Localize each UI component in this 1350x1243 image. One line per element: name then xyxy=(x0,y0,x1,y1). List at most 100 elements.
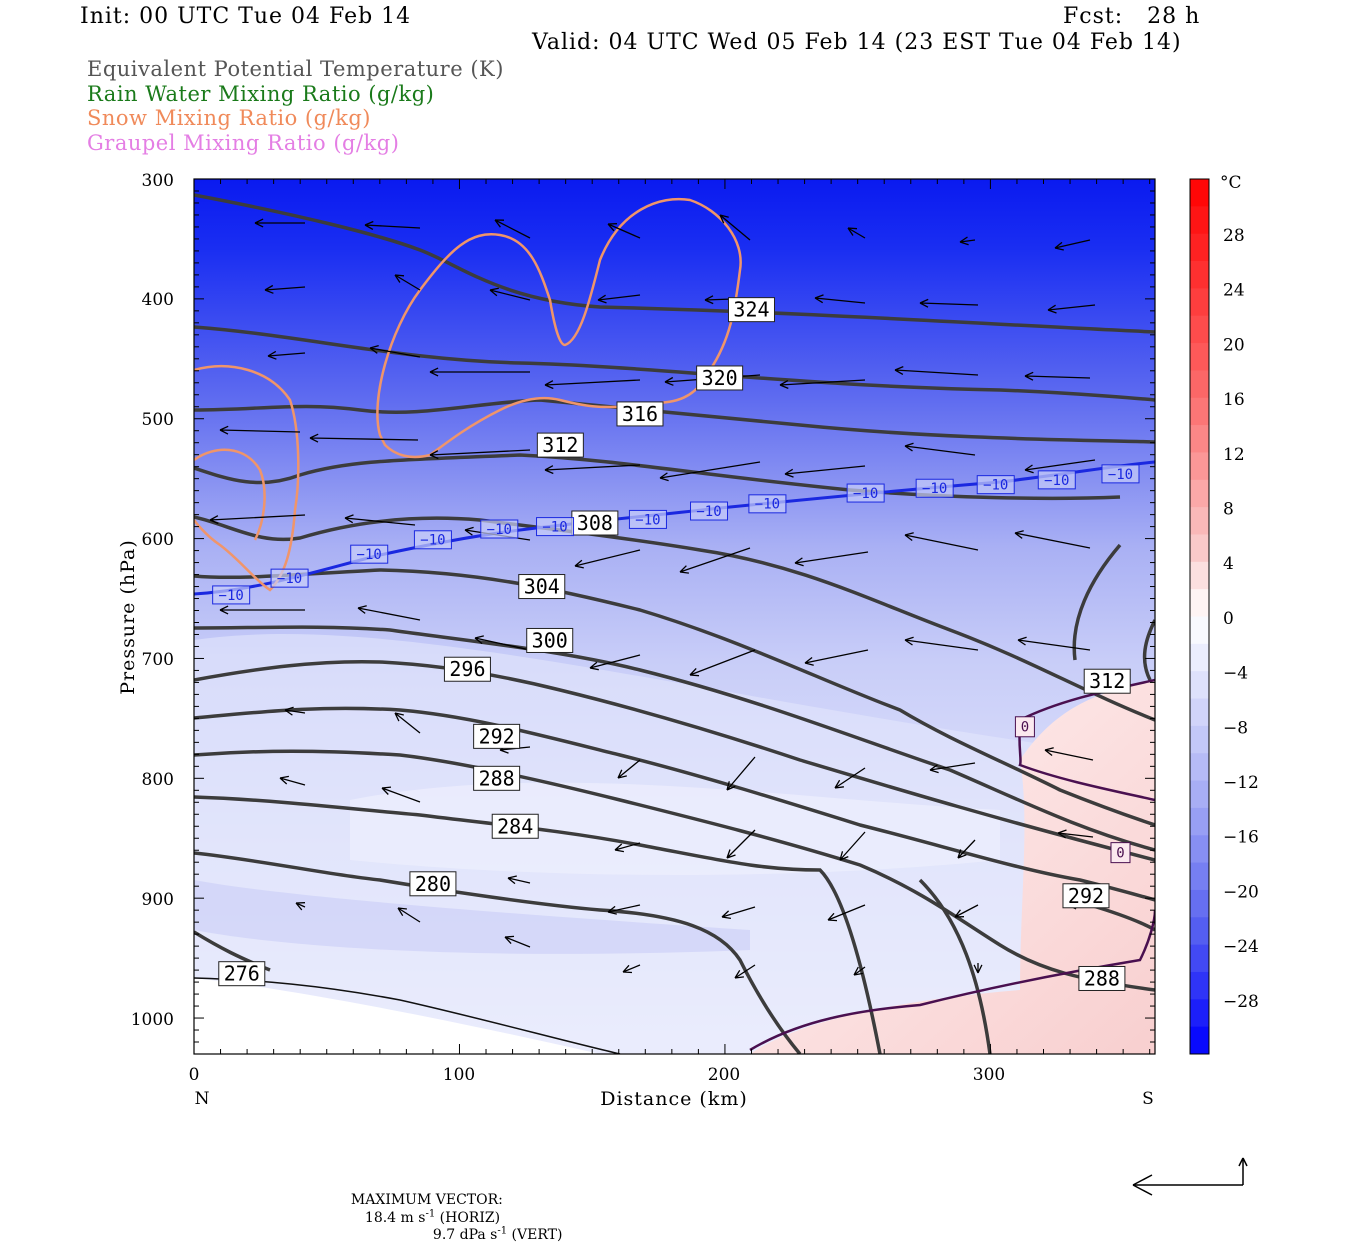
colorbar-label: 20 xyxy=(1223,335,1245,355)
freezing-line xyxy=(749,678,1155,1052)
wind-arrow xyxy=(847,227,866,239)
wind-arrow xyxy=(504,935,531,948)
max-horiz-suffix: (HORIZ) xyxy=(435,1209,501,1226)
isotherm-label-box xyxy=(413,530,452,550)
theta-e-label-text: 288 xyxy=(1084,966,1120,990)
colorbar-cell xyxy=(1190,479,1209,508)
colorbar-cell xyxy=(1190,370,1209,399)
wind-arrow xyxy=(659,461,761,482)
isotherm-label-box xyxy=(976,475,1015,495)
colorbar-cell xyxy=(1190,397,1209,426)
colorbar-label: 28 xyxy=(1223,226,1245,246)
isotherm-label-box xyxy=(1101,464,1140,484)
wind-arrow xyxy=(219,605,305,615)
theta-e-label: 300 xyxy=(526,627,574,653)
y-tick-900: 900 xyxy=(142,890,174,910)
isotherm-label-text: −10 xyxy=(219,588,244,604)
colorbar-cell xyxy=(1190,917,1209,946)
theta-e-label-text: 296 xyxy=(449,657,485,681)
wind-arrow xyxy=(397,907,421,923)
theta-e-label-box xyxy=(473,765,521,791)
isotherm-label: −10 xyxy=(212,585,251,605)
theta-e-label-box xyxy=(218,961,266,987)
x-tick-0: 0 xyxy=(189,1065,200,1085)
x-tick-300: 300 xyxy=(973,1065,1005,1085)
theta-e-label-box xyxy=(1083,668,1131,694)
colorbar-unit: °C xyxy=(1220,173,1242,193)
y-tick-1000: 1000 xyxy=(131,1010,174,1030)
wind-vectors xyxy=(209,214,1096,979)
colorbar-cell xyxy=(1190,698,1209,727)
y-axis-tick-labels: 300 400 500 600 700 800 900 1000 xyxy=(131,171,174,1030)
isotherm-label: −10 xyxy=(270,568,309,588)
freezing-label-text: 0 xyxy=(1021,720,1029,736)
wind-arrow xyxy=(1047,304,1096,314)
theta-e-label: 312 xyxy=(1083,668,1131,694)
theta-e-label: 288 xyxy=(473,765,521,791)
theta-e-label-box xyxy=(1062,883,1110,909)
isotherm-label-text: −10 xyxy=(277,571,302,587)
wind-arrow xyxy=(574,549,641,569)
wind-arrow xyxy=(779,379,866,390)
colorbar-cell xyxy=(1190,999,1209,1028)
theta-e-label-box xyxy=(409,871,457,897)
isotherm-label-text: −10 xyxy=(853,486,878,502)
colorbar-label: −4 xyxy=(1223,664,1248,684)
wind-arrow xyxy=(489,287,531,301)
wind-arrow xyxy=(494,219,531,239)
isotherm-label-text: −10 xyxy=(1044,473,1069,489)
isotherm-label: −10 xyxy=(480,519,519,539)
isotherm-label-box xyxy=(628,509,667,529)
legend-theta-e: Equivalent Potential Temperature (K) xyxy=(87,57,504,81)
y-tick-600: 600 xyxy=(142,530,174,550)
wind-arrow xyxy=(957,839,976,859)
theta-e-label-box xyxy=(443,656,491,682)
wind-arrow xyxy=(954,904,979,918)
wind-arrow xyxy=(309,433,419,443)
max-vert-value: 9.7 dPa s xyxy=(432,1227,498,1243)
wind-arrow xyxy=(429,449,531,460)
colorbar-cell xyxy=(1190,179,1209,207)
theta-e-label-box xyxy=(473,723,521,749)
y-tick-800: 800 xyxy=(142,770,174,790)
isotherm-label: −10 xyxy=(748,494,787,514)
legend-snow: Snow Mixing Ratio (g/kg) xyxy=(87,106,371,130)
isotherm-label-box xyxy=(350,544,389,564)
wind-arrow xyxy=(381,786,421,803)
legend-rain: Rain Water Mixing Ratio (g/kg) xyxy=(87,82,435,106)
wind-arrow xyxy=(209,514,306,525)
wind-arrow xyxy=(794,551,869,567)
cross-section-chart: 300 400 500 600 700 800 900 1000 0 100 2… xyxy=(117,171,1259,1196)
wind-arrow xyxy=(1017,636,1091,651)
colorbar-label: 12 xyxy=(1223,445,1245,465)
wind-arrow xyxy=(834,767,866,789)
wind-arrow xyxy=(364,220,421,230)
theta-e-label: 308 xyxy=(571,510,619,536)
theta-e-label-box xyxy=(491,813,539,839)
max-vector-label: MAXIMUM VECTOR: xyxy=(350,1192,503,1208)
snow-mixing-ratio-contours xyxy=(194,197,742,592)
theta-e-label-box xyxy=(727,297,775,323)
isotherm-labels: −10 −10 −10 −10 −10 −10 −10 −10 −10 −10 −10 −10 −10 −… xyxy=(212,464,1140,864)
colorbar-label: −28 xyxy=(1223,992,1259,1012)
isotherm-label: −10 xyxy=(915,478,954,498)
theta-e-label-box xyxy=(616,401,664,427)
colorbar-cell xyxy=(1190,753,1209,782)
colorbar-frame xyxy=(1189,178,1210,1055)
isotherm-label: −10 xyxy=(846,483,885,503)
freezing-label-box xyxy=(1014,716,1035,738)
isotherm-label-text: −10 xyxy=(983,478,1008,494)
y-tick-400: 400 xyxy=(142,290,174,310)
isotherm-label-box xyxy=(846,483,885,503)
wind-arrow xyxy=(614,842,641,853)
wind-arrow xyxy=(1044,747,1094,761)
colorbar-cell xyxy=(1190,807,1209,836)
theta-e-label: 320 xyxy=(696,365,744,391)
theta-e-label: 292 xyxy=(1062,883,1110,909)
theta-e-label-box xyxy=(1078,965,1126,991)
max-horiz-exp: -1 xyxy=(425,1208,436,1219)
x-axis-label: Distance (km) xyxy=(600,1088,748,1110)
colorbar-cell xyxy=(1190,534,1209,563)
freezing-label: 0 xyxy=(1014,716,1035,738)
wind-arrow xyxy=(369,344,421,358)
